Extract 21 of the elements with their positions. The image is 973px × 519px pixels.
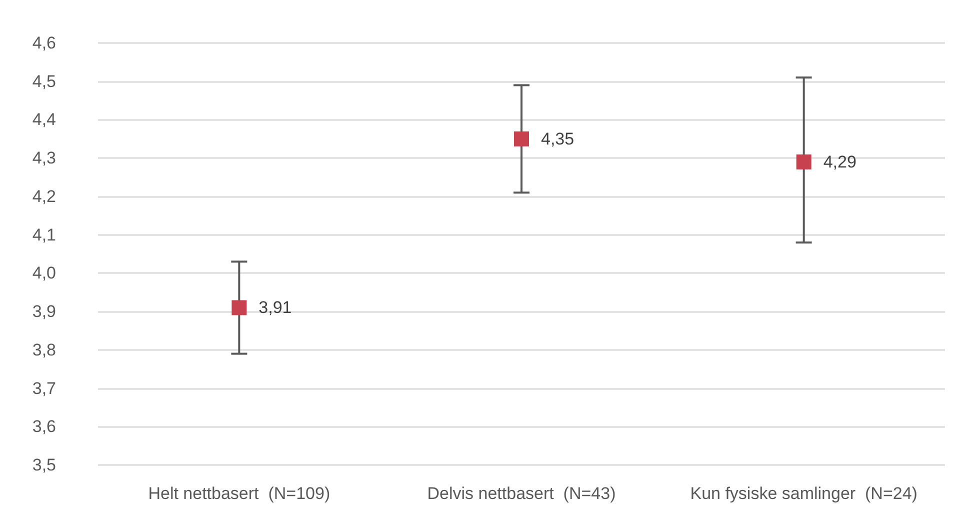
y-tick-label: 4,6 — [32, 34, 56, 52]
y-tick-label: 3,5 — [32, 456, 56, 474]
data-label: 4,29 — [823, 152, 856, 172]
data-label: 3,91 — [258, 298, 292, 318]
point — [514, 131, 529, 146]
y-tick-label: 4,3 — [32, 148, 56, 168]
y-tick-label: 3,7 — [32, 378, 56, 398]
y-tick-label: 3,8 — [32, 340, 56, 360]
y-tick-label: 4,1 — [32, 225, 56, 244]
data-label: 4,35 — [541, 129, 574, 148]
y-tick-label: 3,6 — [32, 417, 56, 436]
y-tick-label: 4,5 — [32, 72, 56, 91]
x-tick-label: Helt nettbasert (N=109) — [148, 484, 330, 503]
y-tick-label: 4,0 — [32, 264, 56, 283]
point — [796, 154, 812, 170]
y-tick-label: 3,9 — [32, 302, 56, 322]
y-tick-label: 4,4 — [32, 110, 56, 130]
x-tick-label: Delvis nettbasert (N=43) — [427, 484, 616, 503]
x-tick-label: Kun fysiske samlinger (N=24) — [690, 484, 918, 503]
y-tick-label: 4,2 — [32, 186, 56, 206]
point — [232, 300, 247, 316]
